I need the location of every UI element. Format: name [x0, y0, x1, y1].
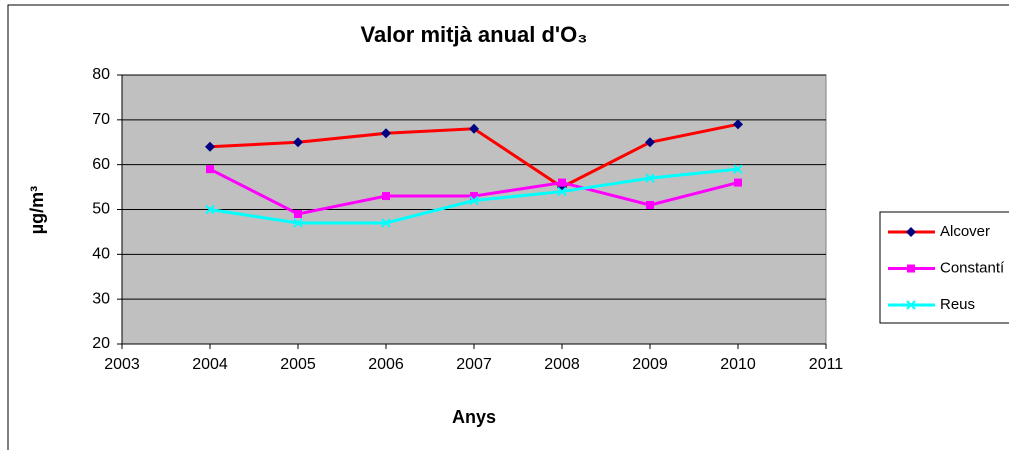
y-tick-label: 70 — [92, 111, 110, 128]
x-tick-label: 2003 — [104, 356, 140, 373]
legend-label: Reus — [940, 296, 975, 313]
marker — [469, 123, 479, 134]
y-tick-label: 30 — [92, 290, 110, 307]
x-axis-label: Anys — [452, 407, 496, 427]
x-tick-label: 2009 — [632, 356, 668, 373]
marker — [206, 165, 214, 174]
x-tick-label: 2006 — [368, 356, 404, 373]
marker — [734, 178, 742, 187]
legend-marker — [906, 300, 916, 310]
marker — [205, 204, 215, 215]
marker — [645, 137, 655, 148]
marker — [381, 218, 391, 228]
legend-label: Alcover — [940, 223, 990, 240]
marker — [205, 141, 215, 152]
legend-label: Constantí — [940, 259, 1005, 276]
x-tick-label: 2008 — [544, 356, 580, 373]
y-axis-label: µg/m³ — [27, 186, 47, 234]
legend-marker — [907, 264, 915, 273]
legend-marker — [906, 227, 916, 237]
marker — [294, 209, 302, 218]
x-tick-label: 2004 — [192, 356, 228, 373]
marker — [558, 178, 566, 187]
marker — [646, 201, 654, 210]
marker — [733, 119, 743, 130]
x-tick-label: 2007 — [456, 356, 492, 373]
y-tick-label: 50 — [92, 201, 110, 218]
marker — [557, 186, 567, 197]
x-tick-label: 2010 — [720, 356, 756, 373]
marker — [382, 192, 390, 201]
marker — [293, 218, 303, 228]
marker — [293, 137, 303, 148]
marker — [470, 192, 478, 201]
x-tick-label: 2011 — [809, 356, 844, 373]
marker — [469, 195, 479, 206]
y-tick-label: 20 — [92, 335, 110, 352]
marker — [733, 164, 743, 174]
x-tick-label: 2005 — [280, 356, 316, 373]
y-tick-label: 40 — [92, 246, 110, 263]
y-tick-label: 80 — [92, 66, 110, 83]
y-tick-label: 60 — [92, 156, 110, 173]
marker — [645, 173, 655, 183]
marker — [381, 128, 391, 139]
chart-title: Valor mitjà anual d'O₃ — [361, 22, 588, 47]
